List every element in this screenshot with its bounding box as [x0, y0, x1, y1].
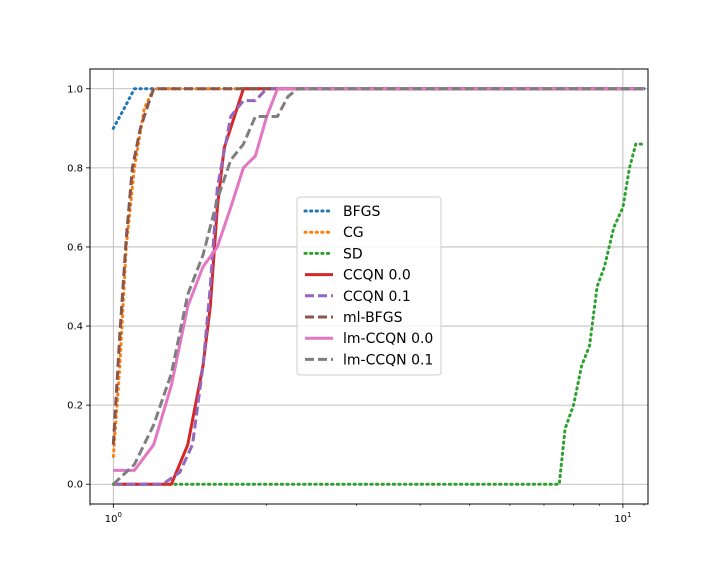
legend-label: SD — [343, 246, 363, 262]
series-ccqn-0-0-line — [113, 87, 645, 486]
series-lines — [111, 87, 646, 486]
y-tick-label: 0.6 — [67, 242, 83, 253]
y-tick-label: 0.4 — [67, 322, 83, 333]
x-tick-label: 101 — [614, 511, 631, 525]
y-tick-label: 0.2 — [67, 401, 83, 412]
series-sd-line — [111, 142, 646, 486]
x-tick-label-exponent: 0 — [117, 511, 121, 519]
plot-frame — [89, 68, 649, 505]
legend: BFGS CG SD CCQN 0.0 CCQN 0.1 ml-BFGS lm-CCQN 0… — [296, 196, 442, 376]
series-lm-ccqn-0-1-line — [112, 87, 645, 486]
y-tick-label: 0.0 — [67, 480, 83, 491]
x-tick-label-base: 10 — [105, 514, 118, 525]
legend-label: CCQN 0.0 — [343, 268, 411, 284]
x-tick-label-exponent: 1 — [627, 511, 631, 519]
x-tick-label-base: 10 — [614, 514, 627, 525]
x-tick-label: 100 — [105, 511, 122, 525]
series-ml-bfgs-line — [111, 87, 645, 445]
legend-label: BFGS — [343, 204, 381, 220]
legend-label: CCQN 0.1 — [343, 289, 411, 305]
legend-label: ml-BFGS — [343, 310, 403, 326]
legend-label: CG — [343, 225, 364, 241]
legend-label: lm-CCQN 0.0 — [343, 331, 433, 347]
series-ccqn-0-1-line — [113, 87, 645, 486]
legend-label: lm-CCQN 0.1 — [343, 352, 433, 368]
series-bfgs-line — [111, 87, 646, 130]
y-tick-label: 0.8 — [67, 163, 83, 174]
legend-box — [296, 196, 442, 376]
y-tick-label: 1.0 — [67, 84, 83, 95]
